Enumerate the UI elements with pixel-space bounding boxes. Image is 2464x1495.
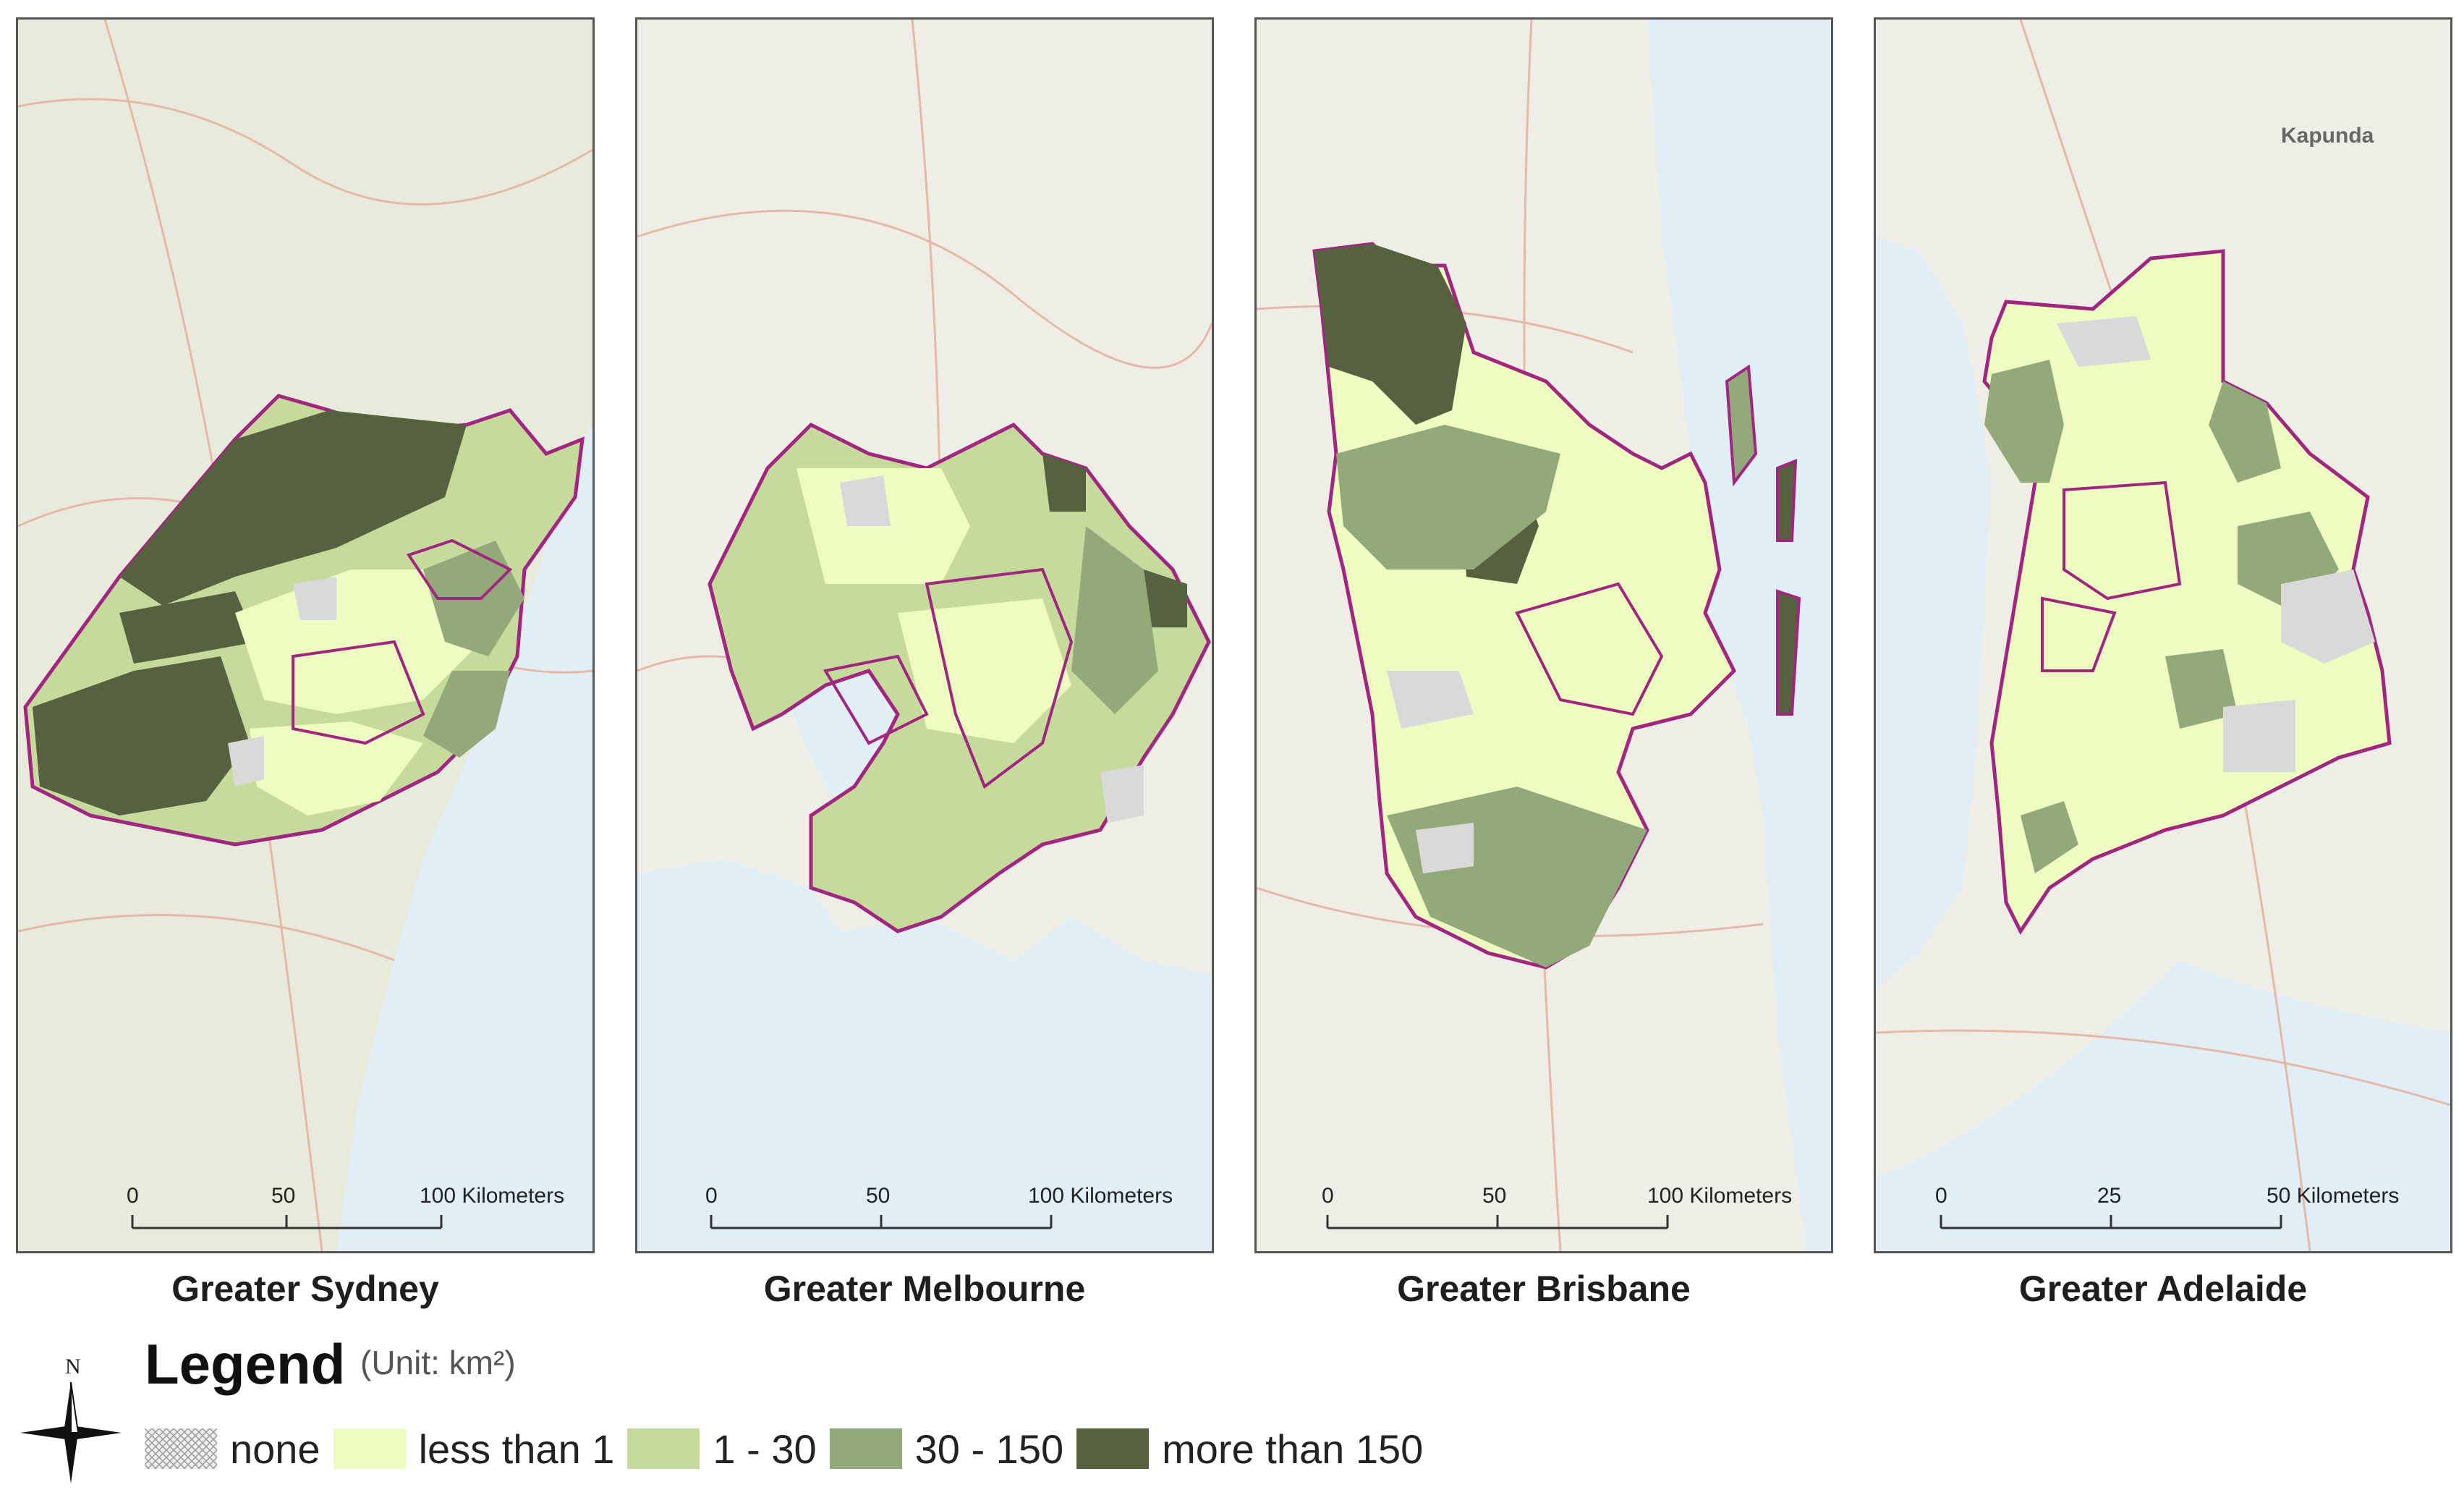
place-label-kapunda: Kapunda <box>2281 124 2374 148</box>
legend-unit: (Unit: km²) <box>360 1344 516 1381</box>
legend-item-1-30: 1 - 30 <box>627 1426 817 1473</box>
scale-tick: 0 <box>1322 1184 1334 1208</box>
map-panel-sydney: 0 50 100 Kilometers <box>16 17 595 1253</box>
map-adelaide: Kapunda 0 25 50 Kilometers <box>1876 20 2450 1251</box>
scalebar-adelaide: 0 25 50 Kilometers <box>1935 1184 2399 1229</box>
map-melbourne: 0 50 100 Kilometers <box>637 20 1212 1251</box>
legend-label: none <box>230 1426 320 1472</box>
scale-tick: 50 Kilometers <box>2267 1184 2399 1208</box>
map-sydney: 0 50 100 Kilometers <box>18 20 592 1251</box>
north-label: N <box>65 1355 81 1378</box>
legend-label: more than 150 <box>1162 1426 1424 1472</box>
panel-title-sydney: Greater Sydney <box>171 1269 439 1309</box>
scale-tick: 0 <box>705 1184 718 1208</box>
scale-tick: 50 <box>866 1184 890 1208</box>
crosshatch-swatch <box>145 1428 217 1469</box>
scalebar-sydney: 0 50 100 Kilometers <box>127 1184 564 1229</box>
legend-label: 30 - 150 <box>914 1426 1064 1472</box>
scale-tick: 100 Kilometers <box>1647 1184 1792 1208</box>
legend-items: none less than 1 1 - 30 30 - 150 more th… <box>145 1426 1436 1473</box>
color-swatch <box>627 1428 700 1469</box>
color-swatch <box>1076 1428 1150 1469</box>
panel-title-adelaide: Greater Adelaide <box>2018 1269 2308 1309</box>
legend-title: Legend <box>145 1332 346 1396</box>
region-brisbane <box>1312 242 1737 970</box>
north-arrow-icon: N <box>20 1355 122 1483</box>
scalebar-melbourne: 0 50 100 Kilometers <box>705 1184 1173 1229</box>
scale-tick: 50 <box>271 1184 295 1208</box>
color-swatch <box>829 1428 902 1469</box>
map-brisbane: 0 50 100 Kilometers <box>1257 20 1831 1251</box>
map-panel-brisbane: 0 50 100 Kilometers <box>1254 17 1833 1253</box>
color-swatch <box>333 1428 406 1469</box>
legend-label: less than 1 <box>418 1426 615 1472</box>
panel-title-brisbane: Greater Brisbane <box>1397 1269 1691 1309</box>
scale-tick: 100 Kilometers <box>420 1184 564 1208</box>
legend-item-30-150: 30 - 150 <box>829 1426 1064 1473</box>
legend-label: 1 - 30 <box>713 1426 817 1472</box>
panel-title-melbourne: Greater Melbourne <box>763 1269 1086 1309</box>
scale-tick: 0 <box>127 1184 139 1208</box>
legend-item-more-than-150: more than 150 <box>1076 1426 1423 1473</box>
legend-item-less-than-1: less than 1 <box>333 1426 615 1473</box>
scalebar-brisbane: 0 50 100 Kilometers <box>1322 1184 1792 1229</box>
scale-tick: 50 <box>1482 1184 1506 1208</box>
scale-tick: 0 <box>1935 1184 1947 1208</box>
legend-item-none: none <box>145 1426 320 1473</box>
map-panel-adelaide: Kapunda 0 25 50 Kilometers <box>1874 17 2452 1253</box>
map-panel-melbourne: 0 50 100 Kilometers <box>635 17 1214 1253</box>
scale-tick: 100 Kilometers <box>1028 1184 1173 1208</box>
scale-tick: 25 <box>2097 1184 2121 1208</box>
